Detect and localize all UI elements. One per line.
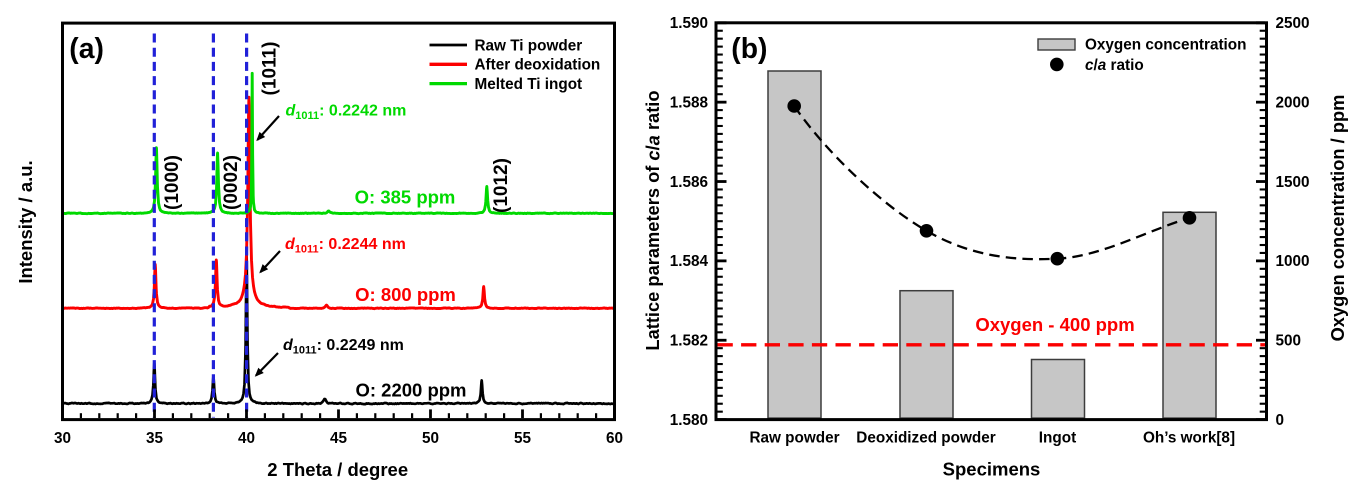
svg-text:O: 385 ppm: O: 385 ppm: [355, 187, 456, 208]
svg-text:d1011: 0.2249 nm: d1011: 0.2249 nm: [283, 337, 404, 357]
svg-text:(a): (a): [69, 32, 104, 64]
svg-text:(1011): (1011): [260, 42, 281, 96]
svg-text:d1011: 0.2242 nm: d1011: 0.2242 nm: [286, 103, 407, 123]
svg-text:Oxygen concentration: Oxygen concentration: [1085, 37, 1247, 54]
svg-text:Intensity / a.u.: Intensity / a.u.: [15, 160, 36, 283]
svg-text:1.580: 1.580: [670, 412, 708, 429]
svg-text:O: 800 ppm: O: 800 ppm: [355, 284, 456, 305]
svg-text:30: 30: [54, 430, 71, 447]
svg-text:O: 2200 ppm: O: 2200 ppm: [355, 380, 466, 401]
svg-text:2 Theta / degree: 2 Theta / degree: [267, 459, 408, 480]
svg-text:0: 0: [1276, 412, 1285, 429]
svg-text:(1000): (1000): [162, 155, 183, 210]
svg-text:2000: 2000: [1276, 95, 1310, 112]
svg-text:1500: 1500: [1276, 174, 1310, 191]
svg-text:60: 60: [606, 430, 623, 447]
svg-text:Oxygen - 400 ppm: Oxygen - 400 ppm: [975, 314, 1134, 335]
svg-text:(0002): (0002): [221, 155, 242, 210]
svg-text:1.584: 1.584: [670, 253, 709, 270]
svg-text:500: 500: [1276, 333, 1302, 350]
svg-text:40: 40: [238, 430, 255, 447]
svg-text:Specimens: Specimens: [943, 459, 1041, 480]
svg-text:1.582: 1.582: [670, 333, 708, 350]
svg-text:(1012): (1012): [491, 158, 512, 213]
svg-text:Deoxidized powder: Deoxidized powder: [856, 430, 995, 447]
svg-text:Raw Ti powder: Raw Ti powder: [475, 37, 583, 54]
svg-text:Melted Ti ingot: Melted Ti ingot: [475, 76, 583, 93]
svg-text:2500: 2500: [1276, 15, 1310, 32]
svg-text:55: 55: [514, 430, 532, 447]
svg-text:45: 45: [330, 430, 348, 447]
svg-text:Oxygen concentration / ppm: Oxygen concentration / ppm: [1327, 95, 1348, 342]
svg-text:After deoxidation: After deoxidation: [475, 57, 601, 74]
svg-text:Raw powder: Raw powder: [749, 430, 839, 447]
svg-text:d1011: 0.2244 nm: d1011: 0.2244 nm: [285, 236, 406, 256]
svg-text:Oh’s work[8]: Oh’s work[8]: [1143, 430, 1235, 447]
svg-text:1.586: 1.586: [670, 174, 708, 191]
svg-text:1.590: 1.590: [670, 15, 708, 32]
svg-text:35: 35: [146, 430, 164, 447]
svg-text:(b): (b): [731, 32, 767, 64]
svg-text:c/a ratio: c/a ratio: [1085, 57, 1144, 74]
svg-text:50: 50: [422, 430, 439, 447]
svg-text:Lattice parameters of c/a rati: Lattice parameters of c/a ratio: [642, 90, 663, 350]
svg-text:Ingot: Ingot: [1039, 430, 1076, 447]
svg-text:1.588: 1.588: [670, 95, 709, 112]
svg-text:1000: 1000: [1276, 253, 1310, 270]
